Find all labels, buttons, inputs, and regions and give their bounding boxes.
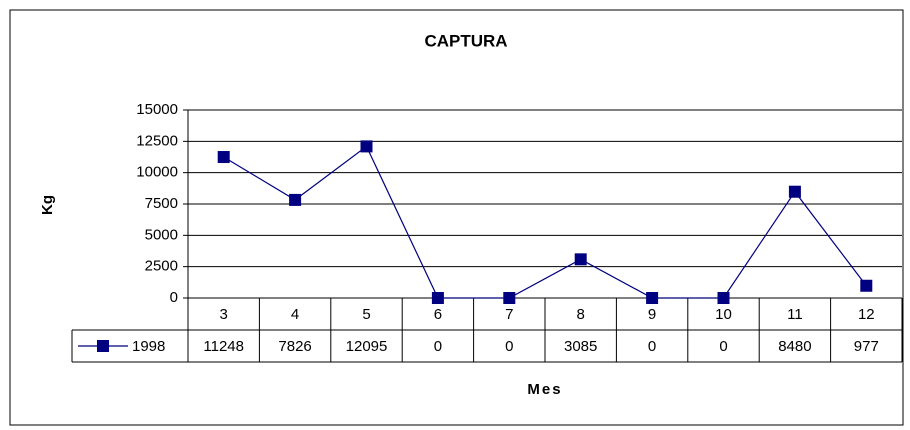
table-value: 3085 [564, 338, 597, 355]
x-tick-label: 4 [291, 306, 299, 323]
chart-frame [9, 9, 904, 426]
marker [717, 292, 730, 304]
x-tick-label: 3 [220, 306, 228, 323]
legend-marker [97, 340, 109, 352]
marker [503, 292, 516, 304]
marker [431, 292, 444, 304]
chart-title: CAPTURA [424, 31, 507, 50]
x-tick-label: 8 [577, 306, 585, 323]
x-tick-label: 7 [505, 306, 513, 323]
table-value: 11248 [203, 338, 244, 355]
table-value: 12095 [346, 338, 388, 355]
x-tick-label: 12 [858, 306, 875, 323]
table-value: 0 [505, 338, 513, 355]
table-value: 7826 [278, 338, 311, 355]
series-line [223, 145, 867, 299]
table-value: 0 [719, 338, 727, 355]
y-tick-label: 2500 [145, 258, 178, 275]
x-tick-label: 10 [715, 306, 732, 323]
table-value: 8480 [778, 338, 811, 355]
y-tick-label: 12500 [136, 132, 178, 149]
x-tick-label: 11 [787, 306, 803, 323]
y-tick-label: 10000 [136, 164, 178, 181]
marker [289, 193, 302, 206]
marker [646, 292, 659, 304]
table-value: 977 [854, 338, 879, 355]
x-tick-label: 6 [434, 306, 442, 323]
y-tick-label: 0 [170, 289, 178, 306]
legend-label: 1998 [132, 338, 165, 355]
x-axis-label: Mes [527, 381, 562, 398]
y-tick-label: 5000 [145, 226, 178, 243]
marker [788, 185, 801, 198]
y-tick-label: 15000 [136, 101, 178, 118]
y-axis-label: Kg [39, 195, 56, 215]
table-value: 0 [434, 338, 442, 355]
marker [574, 253, 587, 266]
marker [860, 279, 873, 292]
x-tick-label: 9 [648, 306, 656, 323]
table-value: 0 [648, 338, 656, 355]
x-tick-label: 5 [362, 306, 370, 323]
marker [360, 140, 373, 153]
y-tick-label: 7500 [145, 195, 178, 212]
marker [217, 151, 230, 164]
